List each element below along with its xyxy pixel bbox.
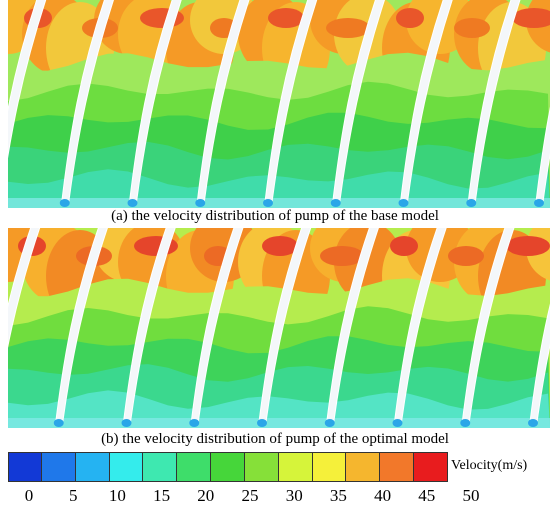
blade-tip-low-velocity — [398, 199, 409, 207]
impeller-blade — [8, 0, 47, 159]
legend-tick-label: 50 — [462, 486, 480, 505]
caption-optimal-model: (b) the velocity distribution of pump of… — [101, 431, 449, 447]
blade-tip-low-velocity — [127, 199, 138, 207]
low-velocity-strip — [8, 418, 550, 428]
legend-tick-label: 40 — [374, 486, 392, 505]
legend-swatch — [346, 453, 381, 481]
contour-plot-optimal — [8, 228, 550, 428]
velocity-contour-optimal-model — [8, 228, 550, 428]
legend-title: Velocity(m/s) — [451, 458, 528, 473]
contour-plot-base — [8, 0, 550, 208]
hot-spot — [454, 18, 490, 38]
legend-swatch — [380, 453, 415, 481]
legend-tick-label: 30 — [285, 486, 303, 505]
blade-tip-low-velocity — [466, 199, 477, 207]
legend-tick-label: 45 — [418, 486, 436, 505]
blade-tip-low-velocity — [324, 419, 335, 427]
legend-swatch — [244, 453, 279, 481]
hot-spot — [326, 18, 370, 38]
legend-swatch — [278, 453, 313, 481]
blade-tip-low-velocity — [53, 419, 64, 427]
legend-swatch — [75, 453, 110, 481]
hot-spot — [268, 8, 304, 28]
legend-tick-label: 35 — [329, 486, 347, 505]
impeller-blade — [8, 228, 41, 348]
hot-spot — [396, 8, 424, 28]
legend-tick-label: 15 — [153, 486, 171, 505]
legend-swatch — [177, 453, 212, 481]
legend-tick-label: 5 — [68, 486, 78, 505]
legend-swatch — [109, 453, 144, 481]
blade-tip-low-velocity — [534, 199, 544, 207]
blade-tip-low-velocity — [257, 419, 267, 427]
legend-tick-label: 20 — [197, 486, 215, 505]
velocity-contour-base-model — [8, 0, 550, 208]
legend-tick-label: 25 — [241, 486, 259, 505]
legend-swatch — [8, 453, 42, 481]
blade-tip-low-velocity — [121, 419, 132, 427]
hot-spot — [390, 236, 418, 256]
blade-tip-low-velocity — [392, 419, 403, 427]
legend-swatch — [41, 453, 76, 481]
legend-swatch — [414, 453, 448, 481]
blade-tip-low-velocity — [330, 199, 341, 207]
hot-spot — [506, 236, 550, 256]
blade-tip-low-velocity — [528, 419, 538, 427]
caption-base-model: (a) the velocity distribution of pump of… — [111, 208, 439, 224]
hot-spot — [448, 246, 484, 266]
blade-tip-low-velocity — [195, 199, 206, 207]
legend-swatch — [143, 453, 178, 481]
hot-spot — [262, 236, 298, 256]
legend-swatch — [312, 453, 347, 481]
legend-swatch — [211, 453, 245, 481]
blade-tip-low-velocity — [460, 419, 471, 427]
legend-tick-label: 0 — [24, 486, 34, 505]
hot-spot — [320, 246, 364, 266]
blade-tip-low-velocity — [59, 199, 70, 207]
hot-spot — [512, 8, 550, 28]
blade-tip-low-velocity — [263, 199, 273, 207]
low-velocity-strip — [8, 198, 550, 208]
legend-tick-label: 10 — [108, 486, 126, 505]
blade-tip-low-velocity — [189, 419, 200, 427]
